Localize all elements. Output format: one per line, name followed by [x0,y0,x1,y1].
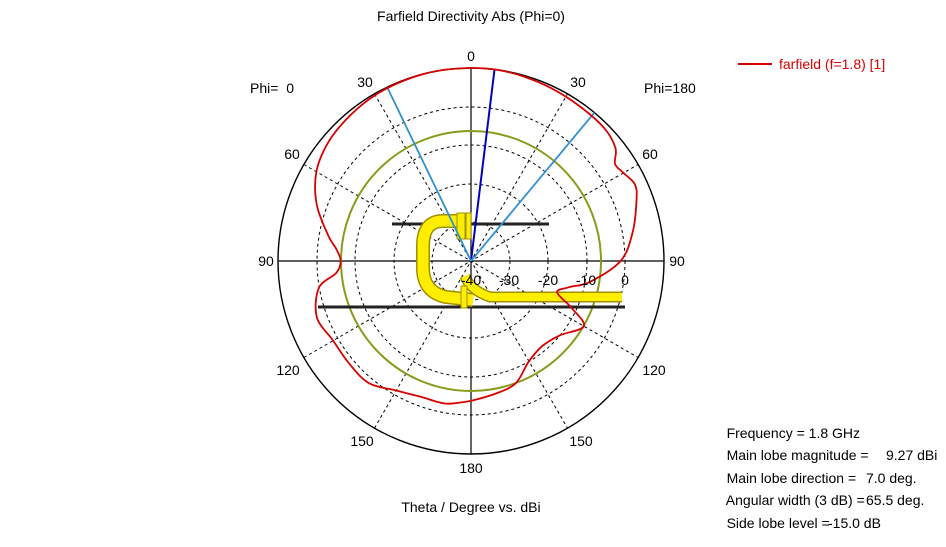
width-label: Angular width (3 dB) = [725,492,865,508]
antenna-stub-lower [460,285,468,309]
frequency-line: Frequency = 1.8 GHz [711,409,860,457]
main-lobe-direction-line [470,69,496,262]
chart-title: Farfield Directivity Abs (Phi=0) [377,8,565,24]
legend-label: farfield (f=1.8) [1] [779,56,885,72]
antenna-feed [461,274,622,301]
angle-tick-label: 90 [258,253,274,269]
angle-tick-labels: 0 30 60 90 120 150 180 30 60 90 120 150 [258,48,685,476]
angle-tick-label: 60 [642,146,658,162]
lobe-markers [386,69,596,262]
angle-tick-label: 30 [570,74,586,90]
angle-tick-label: 180 [459,460,483,476]
antenna-hook-fill [417,215,474,306]
polar-chart: Farfield Directivity Abs (Phi=0) farfiel… [250,8,885,515]
width-value: 65.5 deg. [866,492,925,508]
direction-value: 7.0 deg. [866,470,917,486]
right-half-label: Phi=180 [644,80,696,96]
angle-tick-label: 60 [284,146,300,162]
radial-tick-label: -40 [461,272,481,288]
angle-tick-label: 30 [357,74,373,90]
sidelobe-line: Side lobe level = -15.0 dB [711,499,881,547]
angle-tick-label: 90 [669,253,685,269]
x-axis-label: Theta / Degree vs. dBi [401,499,540,515]
magnitude-line: Main lobe magnitude = 9.27 dBi [711,431,938,479]
direction-line: Main lobe direction = 7.0 deg. [711,454,917,502]
angle-tick-label: 150 [569,433,593,449]
beamwidth-edge-line [386,86,472,262]
beamwidth-edge-line [470,112,596,262]
angle-tick-label: 0 [467,48,475,64]
radial-tick-label: -20 [538,272,558,288]
radial-tick-labels: -40 -30 -20 -10 0 [461,272,629,288]
antenna-model [318,212,625,309]
farfield-curve-group [314,67,638,405]
radial-tick-label: -30 [499,272,519,288]
sidelobe-value: -15.0 dB [828,515,881,531]
frequency-text: Frequency = 1.8 GHz [726,425,861,441]
farfield-curve [314,67,638,405]
sidelobe-label: Side lobe level = [726,515,830,531]
magnitude-label: Main lobe magnitude = [726,447,869,463]
antenna-stub-right [465,212,472,240]
angle-tick-label: 120 [642,362,666,378]
left-half-label: Phi= 0 [250,80,294,96]
direction-label: Main lobe direction = [726,470,857,486]
radial-tick-label: -10 [576,272,596,288]
angle-tick-label: 120 [276,362,300,378]
width-line: Angular width (3 dB) = 65.5 deg. [711,476,925,524]
magnitude-value: 9.27 dBi [886,447,938,463]
radial-tick-label: 0 [621,272,629,288]
angle-tick-label: 150 [350,433,374,449]
